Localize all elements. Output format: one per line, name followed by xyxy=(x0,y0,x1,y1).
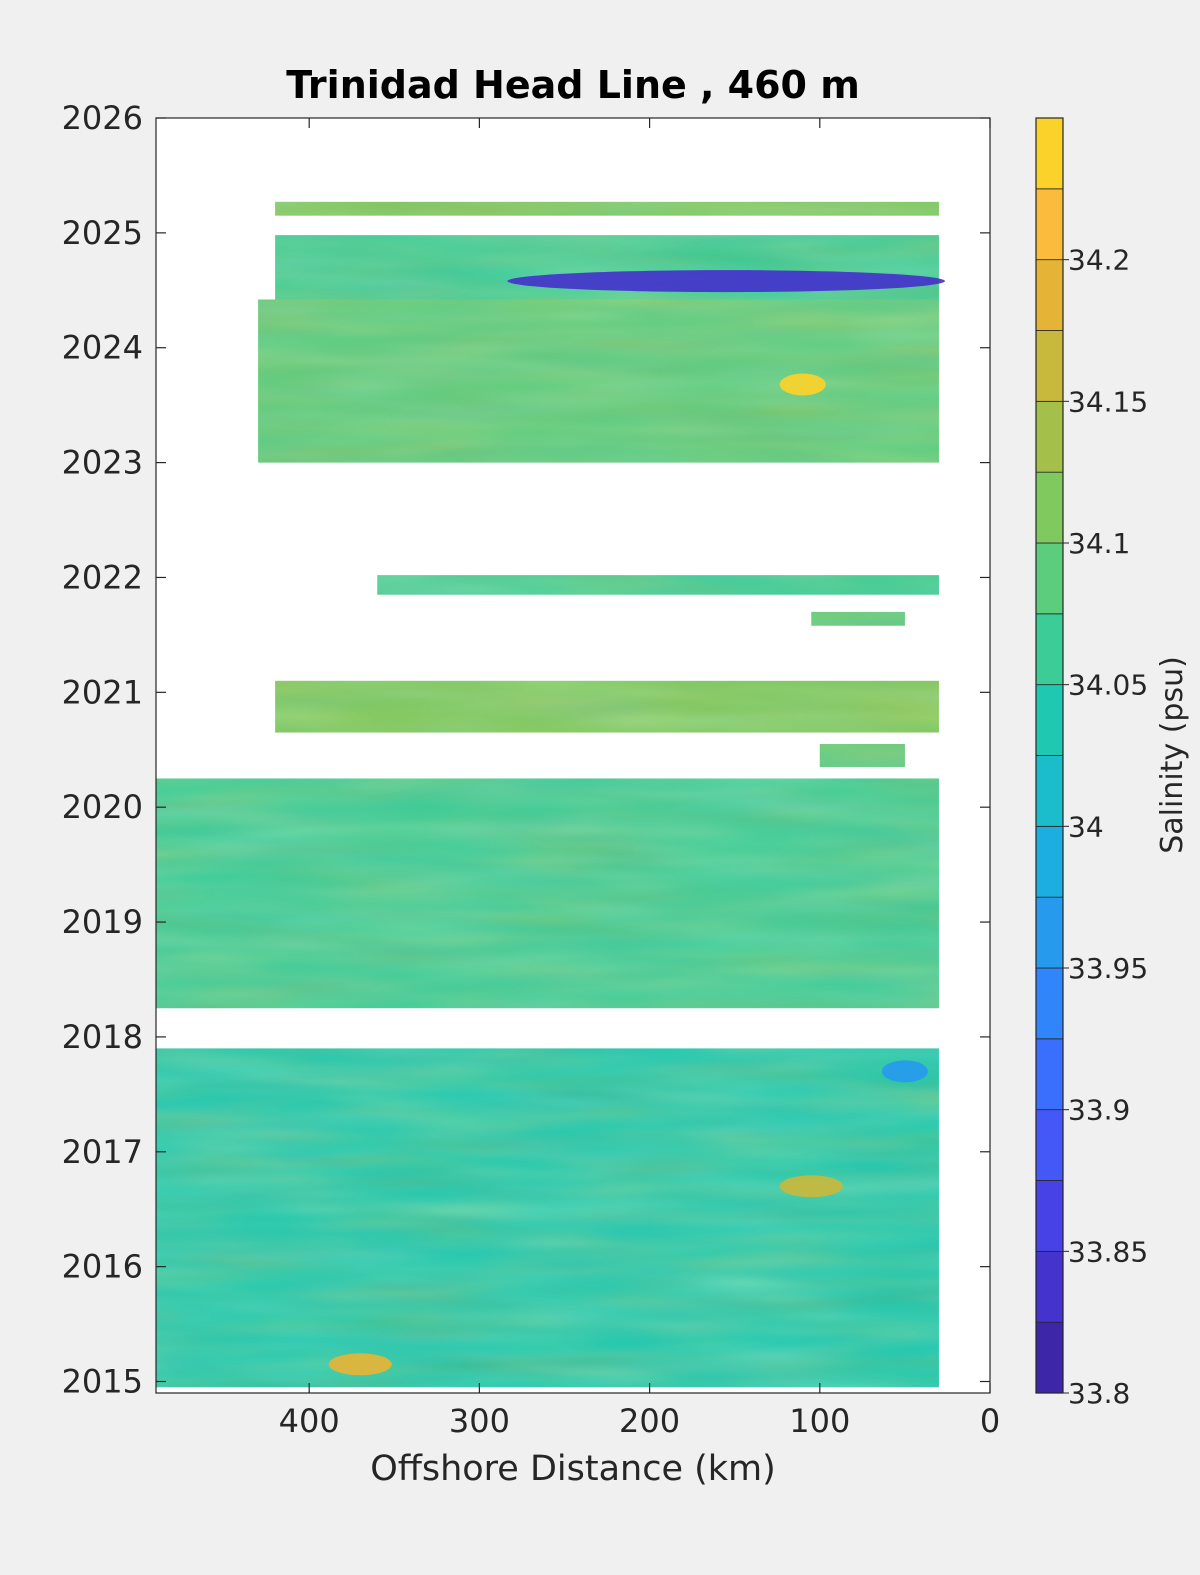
anomaly-contour xyxy=(779,373,826,396)
y-tick-label: 2020 xyxy=(62,788,143,826)
colorbar-segment xyxy=(1035,896,1064,969)
colorbar-segment xyxy=(1035,259,1064,331)
swath-texture xyxy=(275,201,939,216)
colorbar-tick-label: 33.9 xyxy=(1068,1094,1130,1127)
colorbar-frame xyxy=(1035,117,1064,1394)
anomaly-contour xyxy=(881,1060,928,1083)
swath-texture xyxy=(811,611,905,626)
y-tick-label: 2026 xyxy=(62,99,143,137)
swath-texture xyxy=(156,778,939,1009)
y-tick-label: 2022 xyxy=(62,558,143,596)
colorbar-tick-label: 34.15 xyxy=(1068,385,1148,418)
colorbar-tick-label: 33.85 xyxy=(1068,1235,1148,1268)
colorbar-segment xyxy=(1035,755,1064,827)
anomaly-contour xyxy=(779,1175,843,1198)
data-swath xyxy=(811,611,905,626)
colorbar-segment xyxy=(1035,1038,1064,1111)
swath-texture xyxy=(275,680,939,733)
colorbar-segment xyxy=(1035,1250,1064,1323)
colorbar-segment xyxy=(1035,1109,1064,1181)
x-axis-label: Offshore Distance (km) xyxy=(370,1449,776,1489)
data-swath xyxy=(377,575,939,595)
y-tick-label: 2016 xyxy=(62,1248,143,1286)
colorbar-tick-label: 34.1 xyxy=(1068,527,1130,560)
swath-texture xyxy=(819,744,905,767)
colorbar-tick-label: 34.05 xyxy=(1068,669,1148,702)
y-tick-label: 2015 xyxy=(62,1363,143,1401)
colorbar-tick-label: 33.8 xyxy=(1068,1377,1130,1410)
colorbar-segment xyxy=(1035,400,1064,473)
colorbar-segment xyxy=(1035,684,1064,756)
x-tick-label: 200 xyxy=(619,1402,680,1440)
y-tick-label: 2017 xyxy=(62,1133,143,1171)
colorbar-segment xyxy=(1035,1180,1064,1252)
y-tick-label: 2019 xyxy=(62,903,143,941)
y-tick-label: 2018 xyxy=(62,1018,143,1056)
y-tick-label: 2025 xyxy=(62,214,143,252)
colorbar-segment xyxy=(1035,1321,1064,1394)
anomaly-contour xyxy=(328,1353,392,1376)
colorbar-segment xyxy=(1035,613,1064,686)
colorbar-segment xyxy=(1035,967,1064,1040)
x-tick-label: 100 xyxy=(789,1402,850,1440)
y-tick-label: 2021 xyxy=(62,673,143,711)
salinity-contour-field xyxy=(156,201,945,1388)
axes-frame xyxy=(155,117,991,1394)
data-swath xyxy=(258,299,939,463)
colorbar-segment xyxy=(1035,188,1064,261)
x-tick-label: 300 xyxy=(449,1402,510,1440)
colorbar-segment xyxy=(1035,825,1064,898)
chart-title: Trinidad Head Line , 460 m xyxy=(286,63,860,107)
y-tick-label: 2023 xyxy=(62,444,143,482)
data-swath xyxy=(156,778,939,1009)
swath-texture xyxy=(377,575,939,595)
colorbar-segment xyxy=(1035,117,1064,190)
colorbar-segment xyxy=(1035,330,1064,402)
colorbar-tick-label: 33.95 xyxy=(1068,952,1148,985)
colorbar-tick-label: 34 xyxy=(1068,810,1104,843)
data-swath xyxy=(156,1048,939,1388)
data-swath xyxy=(819,744,905,767)
colorbar-label: Salinity (psu) xyxy=(1155,656,1190,854)
colorbar-tick-label: 34.2 xyxy=(1068,244,1130,277)
x-tick-label: 400 xyxy=(279,1402,340,1440)
colorbar: 33.8 33.85 33.9 33.95 34 34.05 34.1 34.15 34.2 xyxy=(1035,117,1148,1410)
colorbar-segment xyxy=(1035,471,1064,544)
anomaly-contour xyxy=(507,270,945,293)
data-swath xyxy=(275,201,939,216)
y-axis: 2015 2016 2017 2018 2019 2020 2021 2022 2023 2024… xyxy=(62,99,990,1401)
swath-texture xyxy=(156,1048,939,1388)
data-swath xyxy=(275,680,939,733)
y-tick-label: 2024 xyxy=(62,329,143,367)
swath-texture xyxy=(258,299,939,463)
colorbar-segment xyxy=(1035,542,1064,615)
x-axis: 400 300 200 100 0 xyxy=(279,118,1000,1440)
x-tick-label: 0 xyxy=(980,1402,1000,1440)
